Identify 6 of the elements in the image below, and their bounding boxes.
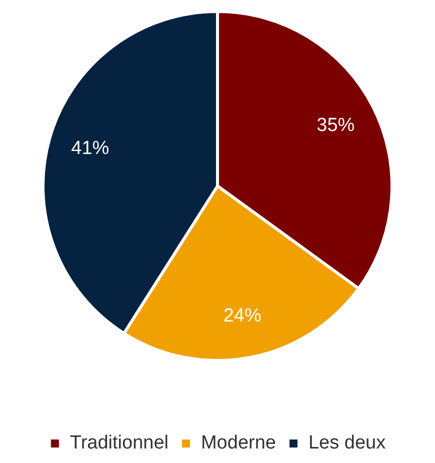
data-label: 24% [223,306,262,327]
legend-label: Moderne [200,432,276,454]
legend-label: Les deux [308,432,386,454]
data-label: 41% [71,138,110,160]
data-label: 35% [316,115,355,136]
legend-label: Traditionnel [70,432,168,454]
